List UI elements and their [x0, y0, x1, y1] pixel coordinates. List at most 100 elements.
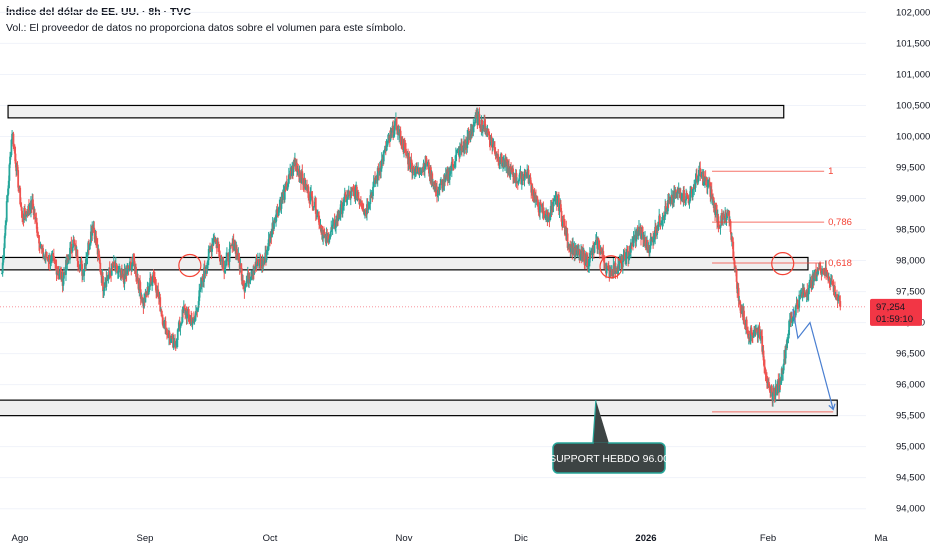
- candle-body: [826, 271, 829, 278]
- candle-body: [817, 268, 819, 275]
- y-tick-label: 96,500: [896, 349, 925, 360]
- candle-body: [102, 276, 104, 292]
- candle-body: [240, 265, 242, 269]
- candle-body: [3, 235, 6, 248]
- candle-body: [52, 254, 55, 256]
- candle-body: [436, 194, 439, 197]
- candle-body: [280, 196, 283, 209]
- candle-body: [420, 171, 423, 174]
- candle-body: [176, 339, 178, 342]
- x-tick-label: Feb: [760, 533, 776, 544]
- candle-body: [512, 168, 514, 177]
- candle-body: [145, 292, 147, 295]
- candle-body: [720, 215, 723, 220]
- candle-body: [419, 173, 422, 175]
- candle-body: [207, 260, 209, 263]
- candle-body: [775, 385, 778, 387]
- candle-body: [40, 245, 43, 250]
- candle-body: [518, 178, 521, 182]
- candle-body: [493, 144, 496, 148]
- candle-body: [629, 242, 632, 253]
- candle-body: [807, 294, 809, 296]
- candle-body: [438, 184, 441, 191]
- candle-body: [3, 247, 5, 260]
- candle-body: [502, 162, 504, 167]
- candle-body: [160, 310, 163, 317]
- candle-body: [623, 252, 626, 260]
- candle-body: [556, 198, 559, 204]
- candle-body: [787, 335, 790, 339]
- candle-body: [157, 289, 160, 297]
- y-tick-label: 99,000: [896, 194, 925, 205]
- candle-body: [740, 313, 743, 315]
- candle-body: [618, 260, 621, 270]
- candle-body: [147, 289, 150, 294]
- candle-body: [786, 339, 789, 349]
- candle-body: [148, 286, 151, 290]
- candle-body: [59, 271, 61, 275]
- candle-body: [653, 237, 656, 239]
- y-tick-label: 101,000: [896, 69, 930, 80]
- candle-body: [19, 203, 22, 207]
- candle-body: [250, 277, 253, 280]
- candle-body: [743, 310, 745, 323]
- candle-body: [615, 270, 618, 272]
- candle-body: [401, 138, 404, 150]
- candle-body: [344, 193, 347, 195]
- candle-body: [637, 231, 640, 237]
- candle-body: [127, 266, 130, 270]
- candle-body: [263, 259, 265, 262]
- candle-body: [204, 271, 207, 273]
- candle-body: [225, 259, 228, 265]
- candle-body: [698, 169, 700, 176]
- candle-body: [665, 206, 667, 210]
- candle-body: [780, 368, 783, 381]
- candle-body: [143, 298, 145, 308]
- candle-body: [823, 274, 826, 276]
- candle-body: [48, 255, 51, 264]
- callout-box: [552, 442, 666, 474]
- candle-body: [542, 207, 545, 213]
- candle-body: [423, 166, 426, 171]
- candle-body: [259, 260, 262, 264]
- candle-body: [36, 232, 39, 235]
- candle-body: [252, 271, 255, 276]
- fib-level-label: 0,786: [828, 217, 852, 228]
- candle-body: [111, 263, 114, 266]
- candle-body: [166, 333, 169, 335]
- candle-body: [549, 215, 551, 220]
- candle-body: [710, 189, 713, 199]
- candle-body: [187, 308, 190, 315]
- candle-body: [465, 141, 467, 144]
- candle-body: [286, 186, 289, 190]
- candle-body: [179, 324, 182, 329]
- candle-body: [721, 219, 724, 221]
- candle-body: [584, 264, 587, 266]
- candle-body: [86, 252, 89, 257]
- candle-body: [380, 168, 382, 172]
- candle-body: [299, 172, 302, 179]
- candle-body: [392, 134, 395, 138]
- candle-body: [408, 156, 411, 166]
- x-tick-label: Oct: [263, 533, 278, 544]
- candle-body: [544, 215, 547, 218]
- candle-body: [689, 191, 692, 202]
- candle-body: [411, 162, 413, 174]
- candle-body: [837, 297, 840, 302]
- candle-body: [835, 296, 838, 298]
- candle-body: [100, 271, 102, 275]
- candle-body: [491, 141, 494, 148]
- candle-body: [538, 212, 541, 214]
- candle-body: [669, 200, 671, 202]
- candle-body: [507, 166, 510, 174]
- candle-body: [735, 267, 737, 270]
- candle-body: [652, 238, 655, 243]
- candle-body: [72, 241, 75, 247]
- candle-body: [220, 256, 223, 260]
- candle-body: [88, 244, 91, 249]
- candle-body: [85, 258, 88, 266]
- candle-body: [49, 262, 52, 264]
- candle-body: [164, 321, 167, 334]
- candle-body: [54, 260, 57, 264]
